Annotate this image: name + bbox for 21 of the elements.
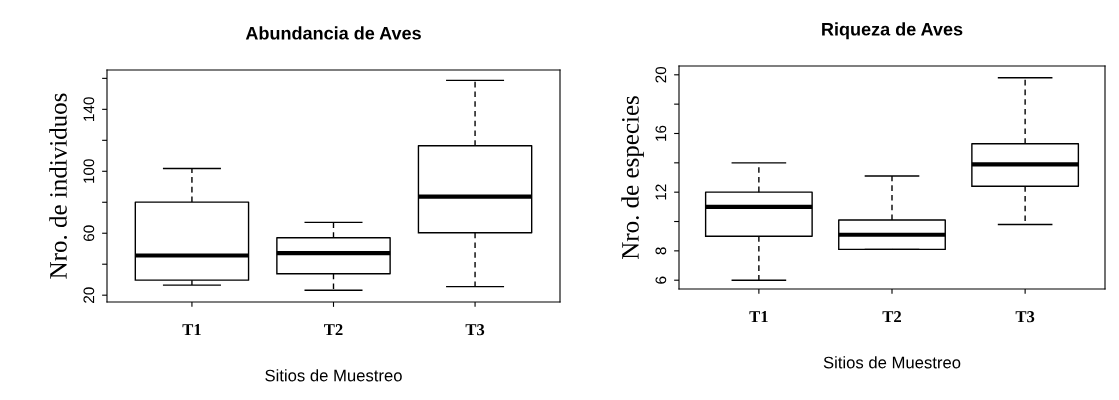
y-axis-title: Nro. de especies — [621, 96, 644, 260]
x-tick-label: T3 — [465, 324, 485, 336]
y-tick-label: 60 — [83, 225, 95, 241]
x-tick-label: T2 — [882, 311, 902, 323]
y-tick-label: 20 — [83, 287, 95, 303]
y-tick-label: 16 — [655, 125, 667, 141]
y-axis-title: Nro. de individuos — [49, 93, 67, 279]
chart-title: Riqueza de Aves — [822, 22, 963, 40]
x-axis-title: Sitios de Muestreo — [823, 356, 961, 369]
y-tick-label: 20 — [655, 66, 667, 83]
y-tick-label: 140 — [83, 97, 95, 121]
x-tick-label: T3 — [1015, 311, 1035, 323]
x-tick-label: T1 — [182, 324, 201, 336]
y-tick-label: 12 — [655, 184, 667, 200]
y-tick-label: 8 — [655, 247, 667, 255]
chart-title: Abundancia de Aves — [245, 26, 421, 40]
x-tick-label: T2 — [324, 324, 343, 336]
x-axis-title: Sitios de Muestreo — [265, 369, 402, 382]
y-tick-label: 6 — [655, 276, 667, 284]
x-tick-label: T1 — [749, 311, 768, 323]
y-tick-label: 100 — [83, 159, 95, 183]
